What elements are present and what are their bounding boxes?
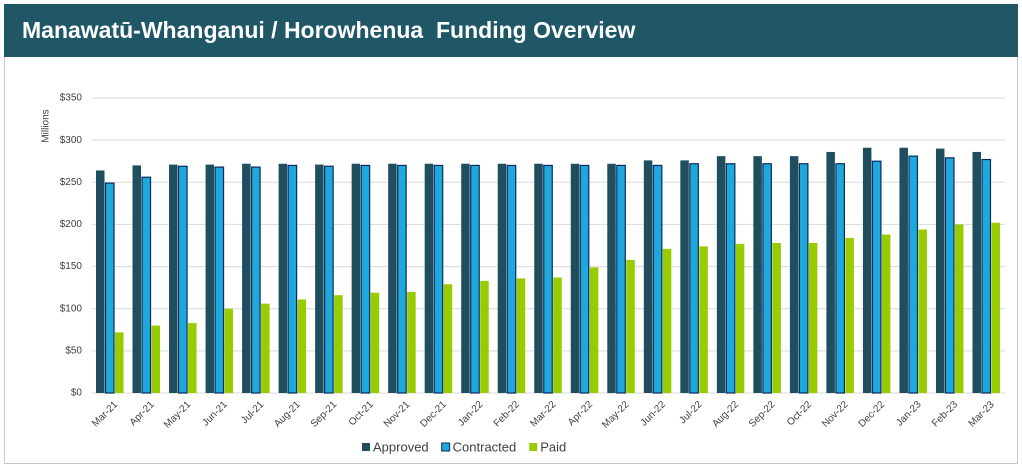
y-tick-label: $50 xyxy=(65,345,82,356)
y-tick-label: $300 xyxy=(60,135,83,146)
bar xyxy=(324,165,334,394)
bar xyxy=(935,148,945,393)
bar xyxy=(224,308,234,393)
bar xyxy=(607,163,616,393)
bar xyxy=(278,163,288,393)
bar xyxy=(899,147,908,393)
bar xyxy=(680,160,689,393)
bar xyxy=(205,164,215,393)
legend-label: Contracted xyxy=(453,439,517,454)
legend-swatch xyxy=(362,443,370,451)
bar xyxy=(725,163,736,394)
bar xyxy=(397,164,407,394)
bar xyxy=(543,164,553,394)
bar xyxy=(616,164,626,394)
bar xyxy=(808,242,818,393)
bar xyxy=(991,222,1000,393)
bar xyxy=(480,280,489,393)
bar xyxy=(443,284,453,393)
legend-swatch xyxy=(441,442,451,452)
bar xyxy=(177,165,188,394)
bar xyxy=(762,163,772,394)
bar xyxy=(297,299,307,393)
chart-title: Manawatū-Whanganui / Horowhenua Funding … xyxy=(22,17,636,43)
y-tick-label: $150 xyxy=(60,261,83,272)
bar xyxy=(424,163,434,393)
y-tick-label: $250 xyxy=(60,177,83,188)
bar xyxy=(188,323,197,393)
bar xyxy=(516,278,526,393)
bar xyxy=(626,259,635,393)
bar xyxy=(132,165,142,393)
legend-label: Approved xyxy=(373,439,429,454)
bar xyxy=(689,163,699,394)
bar xyxy=(652,164,663,394)
header: Manawatū-Whanganui / Horowhenua Funding … xyxy=(4,4,1018,57)
bar xyxy=(570,163,580,393)
bar xyxy=(753,156,762,393)
bar xyxy=(407,291,416,393)
bar xyxy=(115,332,124,393)
bar xyxy=(169,164,178,393)
bar xyxy=(871,160,882,394)
legend-swatch xyxy=(529,443,538,451)
bar xyxy=(862,147,872,393)
bar xyxy=(789,156,799,393)
bar xyxy=(104,182,115,394)
bar xyxy=(242,163,251,393)
bar xyxy=(261,303,270,393)
y-tick-label: $200 xyxy=(60,219,83,230)
bar xyxy=(643,160,653,393)
bar xyxy=(370,292,380,393)
bar xyxy=(699,246,708,393)
bar xyxy=(944,157,955,394)
bar xyxy=(798,163,809,394)
bar xyxy=(506,164,517,394)
legend-label: Paid xyxy=(540,439,566,454)
bar xyxy=(360,164,371,394)
bar xyxy=(716,156,726,393)
bar xyxy=(141,176,152,394)
bar xyxy=(351,163,361,393)
bar xyxy=(908,155,919,394)
bar xyxy=(835,163,846,394)
bar xyxy=(287,164,298,394)
bar xyxy=(981,158,992,394)
bar xyxy=(589,267,599,393)
y-tick-label: $0 xyxy=(71,388,83,399)
bar xyxy=(772,242,781,393)
bar xyxy=(972,151,981,393)
bar xyxy=(845,237,854,393)
bar xyxy=(334,295,343,393)
bar xyxy=(433,164,444,394)
bar xyxy=(553,277,562,393)
bar xyxy=(662,248,672,393)
bar xyxy=(214,166,225,394)
bar xyxy=(918,229,927,393)
bar xyxy=(96,170,105,393)
bar xyxy=(579,164,590,394)
y-axis-label: Millions xyxy=(41,109,52,142)
bar xyxy=(250,166,261,394)
bar xyxy=(470,164,480,394)
bar xyxy=(388,163,397,393)
bar xyxy=(881,234,891,393)
bar xyxy=(151,325,161,393)
y-tick-label: $350 xyxy=(60,93,83,104)
bar xyxy=(954,224,964,393)
bar xyxy=(315,164,324,393)
bar xyxy=(497,163,507,393)
bar xyxy=(826,151,835,393)
bar xyxy=(534,163,543,393)
y-tick-label: $100 xyxy=(60,303,83,314)
bar xyxy=(461,163,470,393)
bar xyxy=(735,243,745,393)
